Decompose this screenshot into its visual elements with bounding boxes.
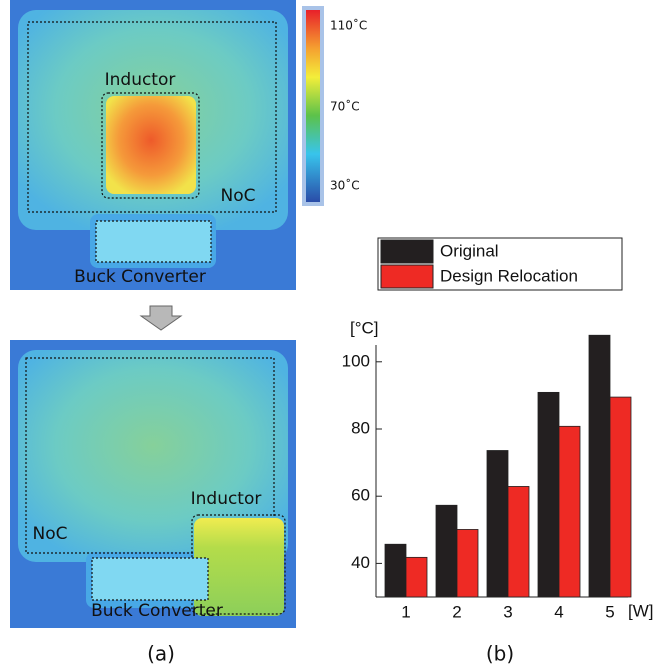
bar — [406, 557, 427, 597]
colorbar-label: 110˚C — [330, 18, 367, 33]
colorbar — [306, 10, 320, 202]
bar — [508, 486, 529, 597]
buck-label: Buck Converter — [91, 601, 223, 621]
y-tick-label: 100 — [342, 351, 370, 370]
inductor-hotspot — [106, 96, 196, 194]
y-tick-label: 40 — [351, 553, 370, 572]
bar — [436, 505, 457, 597]
noc-label: NoC — [221, 186, 256, 206]
x-tick-label: 2 — [452, 602, 461, 621]
bar — [457, 529, 478, 597]
legend-label: Original — [440, 241, 499, 260]
colorbar-label: 30˚C — [330, 178, 360, 193]
legend-swatch — [381, 265, 433, 288]
legend-swatch — [381, 240, 433, 263]
colorbar-label: 70˚C — [330, 99, 360, 114]
x-tick-label: 5 — [605, 602, 614, 621]
bar — [610, 397, 631, 597]
arrow — [141, 306, 181, 330]
buck-box — [92, 558, 208, 600]
buck-label: Buck Converter — [74, 267, 206, 287]
y-axis-label: [°C] — [350, 318, 379, 337]
bar — [559, 426, 580, 597]
inductor-label: Inductor — [191, 489, 262, 509]
thermal-map-top: Inductor NoC Buck Converter — [10, 0, 296, 290]
thermal-map-bottom: Inductor NoC Buck Converter — [10, 340, 296, 628]
buck-box — [96, 221, 211, 262]
x-axis-label: [W] — [628, 601, 654, 620]
bar — [538, 392, 559, 597]
x-tick-label: 3 — [503, 602, 512, 621]
legend-label: Design Relocation — [440, 266, 578, 285]
bar — [385, 544, 406, 597]
inductor-label: Inductor — [105, 70, 176, 90]
panel-label: (a) — [147, 642, 175, 666]
y-tick-label: 60 — [351, 486, 370, 505]
x-tick-label: 4 — [554, 602, 563, 621]
panel-label: (b) — [486, 642, 514, 666]
y-tick-label: 80 — [351, 418, 370, 437]
x-tick-label: 1 — [401, 602, 410, 621]
bar — [487, 451, 508, 597]
bar — [589, 335, 610, 597]
noc-label: NoC — [33, 524, 68, 544]
figure: Inductor NoC Buck Converter 110˚C 70˚C 3… — [0, 0, 664, 668]
